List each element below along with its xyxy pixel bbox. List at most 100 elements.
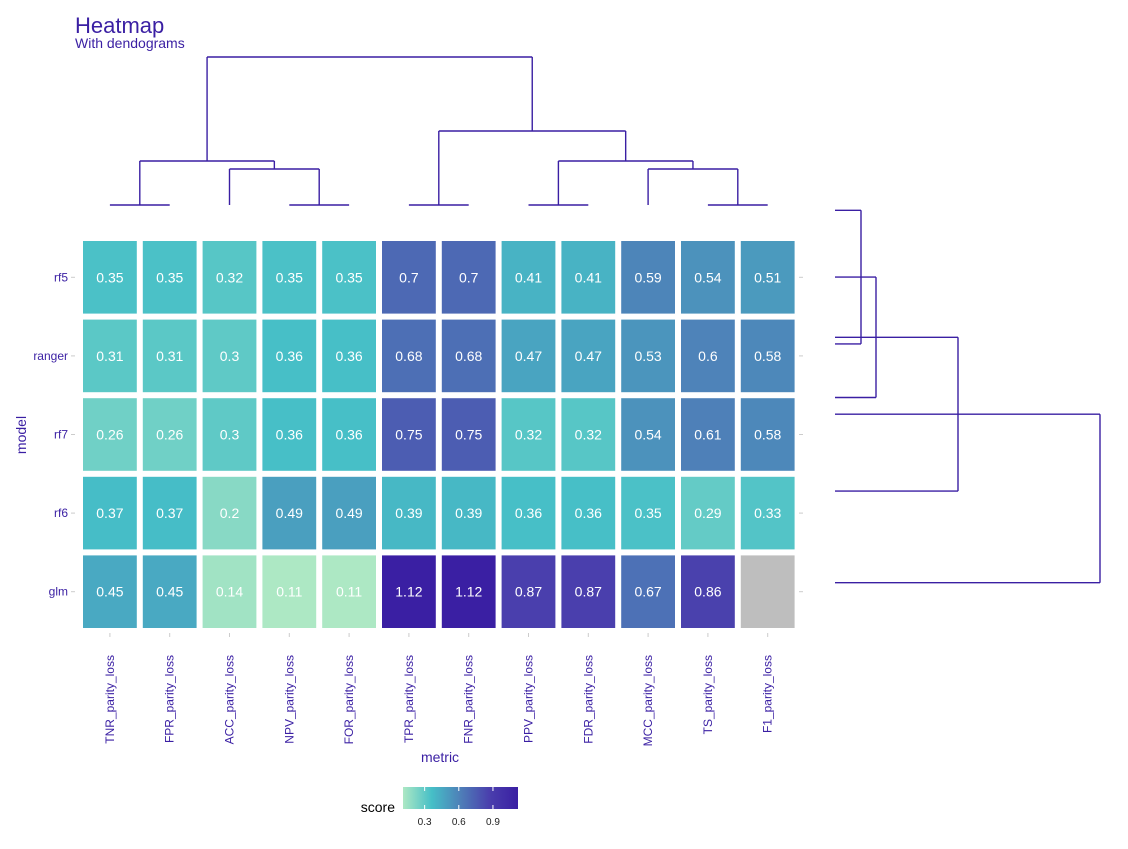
heatmap-cell — [202, 555, 257, 628]
color-legend: score 0.3 0.6 0.9 — [361, 787, 518, 828]
cell-value-label: 0.47 — [515, 348, 542, 364]
cell-value-label: 0.31 — [156, 348, 183, 364]
heatmap-cell — [621, 241, 675, 314]
heatmap-cell — [621, 319, 675, 393]
heatmap-cell — [681, 241, 735, 314]
cell-value-label: 0.75 — [395, 427, 422, 443]
cell-value-label: 0.29 — [694, 505, 721, 521]
cell-value-label: 0.41 — [515, 269, 542, 285]
heatmap-cell — [262, 319, 317, 393]
x-tick-label: FNR_parity_loss — [462, 655, 476, 744]
cell-value-label: 0.11 — [336, 584, 362, 600]
heatmap-cell — [142, 476, 197, 550]
cell-value-label: 0.36 — [335, 348, 362, 364]
cell-value-label: 0.26 — [96, 427, 123, 443]
y-axis-ticks: rf5 ranger rf7 rf6 glm — [33, 270, 803, 599]
cell-value-label: 0.37 — [96, 505, 123, 521]
heatmap-cell — [83, 398, 137, 471]
cell-value-label: 0.36 — [276, 427, 303, 443]
heatmap-cell — [740, 476, 795, 550]
heatmap-cell — [382, 398, 436, 471]
cell-value-label: 0.45 — [156, 584, 183, 600]
heatmap-cell — [262, 555, 317, 628]
cell-value-label: 0.33 — [754, 505, 781, 521]
cell-value-label: 0.35 — [96, 269, 123, 285]
cell-value-label: 0.41 — [575, 269, 602, 285]
cell-value-label: 0.35 — [156, 269, 183, 285]
x-axis-ticks: TNR_parity_loss FPR_parity_loss ACC_parity… — [103, 633, 775, 746]
row-dendrogram — [835, 209, 1101, 584]
heatmap-cell — [441, 476, 496, 550]
heatmap-cell — [740, 319, 795, 393]
cell-value-label: 0.49 — [276, 505, 303, 521]
heatmap-cell — [322, 241, 376, 314]
cell-value-label: 0.39 — [455, 505, 482, 521]
cell-value-label: 0.75 — [455, 427, 482, 443]
y-axis-title: model — [13, 416, 29, 454]
heatmap-cell — [441, 241, 496, 314]
cell-value-label: 0.68 — [455, 348, 482, 364]
cell-value-label: 0.39 — [395, 505, 422, 521]
heatmap-cell — [621, 476, 675, 550]
heatmap-cell — [561, 241, 616, 314]
cell-value-label: 0.51 — [754, 269, 781, 285]
heatmap-cell — [561, 555, 616, 628]
heatmap-cell — [322, 476, 376, 550]
heatmap-cell — [83, 319, 137, 393]
cell-value-label: 0.35 — [335, 269, 362, 285]
cell-value-label: 0.35 — [634, 505, 661, 521]
x-axis-title: metric — [421, 749, 459, 765]
legend-colorbar — [403, 787, 518, 809]
heatmap-cell — [681, 319, 735, 393]
cell-value-label: 0.53 — [634, 348, 661, 364]
heatmap-cell — [262, 476, 317, 550]
heatmap-cell — [621, 555, 675, 628]
heatmap-cell — [382, 241, 436, 314]
heatmap-cell — [382, 476, 436, 550]
y-tick-label: rf6 — [54, 506, 68, 520]
cell-value-label: 0.3 — [220, 427, 240, 443]
cell-value-label: 0.86 — [694, 584, 721, 600]
heatmap-cell — [681, 555, 735, 628]
heatmap-cell — [322, 555, 376, 628]
cell-value-label: 0.47 — [575, 348, 602, 364]
y-tick-label: ranger — [33, 349, 68, 363]
x-tick-label: TNR_parity_loss — [103, 655, 117, 744]
heatmap-cell — [382, 319, 436, 393]
heatmap-cell — [501, 555, 556, 628]
cell-value-label: 0.7 — [399, 269, 419, 285]
heatmap-cell — [202, 241, 257, 314]
y-tick-label: rf5 — [54, 270, 68, 284]
legend-tick-label: 0.9 — [486, 817, 500, 828]
cell-value-label: 0.37 — [156, 505, 183, 521]
heatmap-cell — [501, 319, 556, 393]
chart-title: Heatmap — [75, 13, 164, 38]
heatmap-cell — [202, 398, 257, 471]
heatmap-cells: 0.35 0.35 0.32 0.35 0.35 0.7 0.7 0.41 0.41 0.59 0.… — [83, 241, 795, 628]
cell-value-label: 0.36 — [276, 348, 303, 364]
cell-value-label: 0.67 — [634, 584, 661, 600]
cell-value-label: 0.31 — [96, 348, 123, 364]
heatmap-cell — [83, 476, 137, 550]
heatmap-cell — [441, 555, 496, 628]
cell-value-label: 0.36 — [515, 505, 542, 521]
cell-value-label: 0.49 — [335, 505, 362, 521]
cell-value-label: 0.7 — [459, 269, 479, 285]
heatmap-cell — [501, 398, 556, 471]
heatmap-cell — [142, 241, 197, 314]
heatmap-cell — [202, 476, 257, 550]
heatmap-cell — [681, 476, 735, 550]
heatmap-cell — [142, 398, 197, 471]
cell-value-label: 0.32 — [515, 427, 542, 443]
cell-value-label: 0.54 — [694, 269, 721, 285]
cell-value-label: 0.32 — [575, 427, 602, 443]
cell-value-label: 0.36 — [335, 427, 362, 443]
cell-value-label: 0.68 — [395, 348, 422, 364]
x-tick-label: TPR_parity_loss — [402, 655, 416, 743]
heatmap-cell — [83, 555, 137, 628]
heatmap-cell — [561, 398, 616, 471]
heatmap-cell — [501, 476, 556, 550]
cell-value-label: 0.61 — [694, 427, 721, 443]
legend-tick-label: 0.6 — [452, 817, 466, 828]
